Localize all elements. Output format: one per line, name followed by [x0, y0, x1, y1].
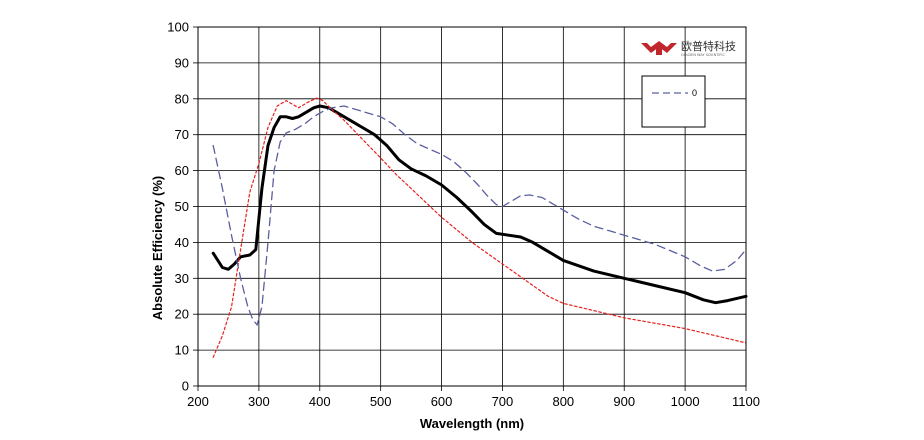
series-line-solid — [211, 104, 748, 305]
legend-label: 0 — [692, 88, 697, 98]
y-tick-labels: 0 10 20 30 40 50 60 70 80 90 100 — [167, 20, 189, 394]
y-tick-label: 20 — [175, 307, 189, 322]
y-tick-label: 10 — [175, 343, 189, 358]
x-axis-label: Wavelength (nm) — [420, 416, 524, 431]
x-tick-label: 800 — [552, 394, 574, 409]
x-tick-label: 1000 — [671, 394, 700, 409]
series-line-dashed — [212, 105, 747, 326]
y-tick-label: 70 — [175, 127, 189, 142]
series-line-dotted — [212, 97, 747, 358]
series-lines — [211, 97, 748, 358]
x-tick-labels: 200 300 400 500 600 700 800 900 1000 1100 — [187, 394, 760, 409]
x-tick-label: 700 — [492, 394, 514, 409]
x-tick-label: 500 — [370, 394, 392, 409]
x-tick-label: 1100 — [732, 394, 760, 409]
x-tick-label: 900 — [613, 394, 635, 409]
logo-text: 欧普特科技 — [681, 39, 736, 53]
y-tick-label: 60 — [175, 163, 189, 178]
y-tick-label: 100 — [167, 20, 189, 35]
y-tick-label: 30 — [175, 271, 189, 286]
logo-mark-icon — [641, 41, 677, 55]
y-tick-label: 90 — [175, 55, 189, 70]
legend-box: 0 — [641, 75, 706, 128]
y-axis-label: Absolute Efficiency (%) — [150, 176, 165, 320]
logo-subtext: GOLDEN WAY SCIENTIFIC — [681, 53, 725, 57]
x-tick-label: 400 — [309, 394, 331, 409]
x-tick-label: 200 — [187, 394, 209, 409]
brand-logo: 欧普特科技 GOLDEN WAY SCIENTIFIC — [641, 39, 736, 57]
x-tick-label: 600 — [431, 394, 453, 409]
x-tick-label: 300 — [248, 394, 270, 409]
plot-frame — [197, 26, 747, 387]
y-tick-label: 50 — [175, 199, 189, 214]
y-tick-label: 80 — [175, 91, 189, 106]
y-tick-label: 40 — [175, 235, 189, 250]
y-tick-label: 0 — [182, 379, 189, 394]
